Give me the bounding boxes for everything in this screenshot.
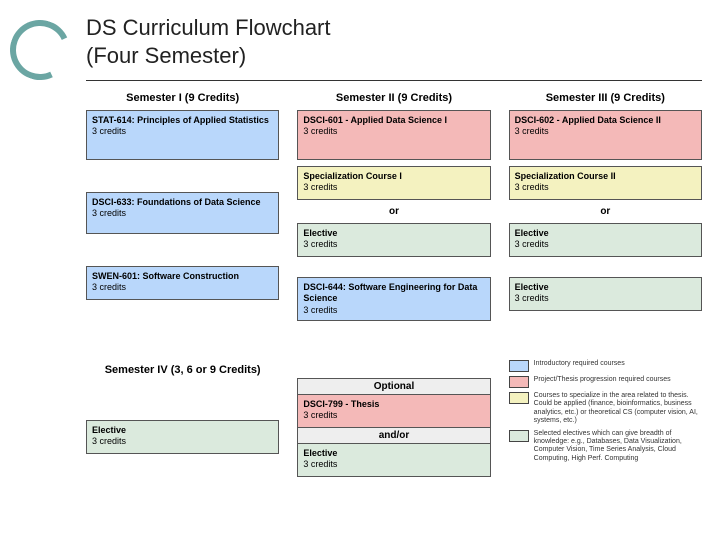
course-title: Elective	[92, 425, 273, 436]
legend-text: Project/Thesis progression required cour…	[534, 376, 702, 384]
sem4-left: Semester IV (3, 6 or 9 Credits) Elective…	[86, 360, 279, 454]
course-credits: 3 credits	[303, 305, 484, 316]
course-box: DSCI-644: Software Engineering for Data …	[297, 277, 490, 321]
page-title: DS Curriculum Flowchart (Four Semester)	[86, 14, 331, 69]
course-box: DSCI-601 - Applied Data Science I 3 cred…	[297, 110, 490, 160]
legend-text: Introductory required courses	[534, 360, 702, 368]
course-credits: 3 credits	[303, 239, 484, 250]
sem3-column: DSCI-602 - Applied Data Science II 3 cre…	[509, 110, 702, 321]
course-credits: 3 credits	[92, 436, 273, 447]
course-box: Elective 3 credits	[297, 223, 490, 257]
course-title: SWEN-601: Software Construction	[92, 271, 273, 282]
sem4-header: Semester IV (3, 6 or 9 Credits)	[86, 360, 279, 382]
sem3-header: Semester III (9 Credits)	[509, 88, 702, 110]
sem4-center: Optional DSCI-799 - Thesis 3 credits and…	[297, 360, 490, 477]
course-title: Elective	[303, 448, 484, 459]
sem1-column: STAT-614: Principles of Applied Statisti…	[86, 110, 279, 321]
course-title: Elective	[515, 282, 696, 293]
course-title: Elective	[515, 228, 696, 239]
legend-text: Courses to specialize in the area relate…	[534, 392, 702, 426]
semester-grid: Semester I (9 Credits) Semester II (9 Cr…	[86, 88, 702, 321]
sem4-row: Semester IV (3, 6 or 9 Credits) Elective…	[86, 360, 702, 477]
accent-arc-icon	[2, 12, 79, 89]
course-title: DSCI-602 - Applied Data Science II	[515, 115, 696, 126]
course-box: Specialization Course II 3 credits	[509, 166, 702, 200]
course-credits: 3 credits	[303, 410, 484, 421]
legend-swatch	[509, 376, 529, 388]
optional-header: Optional	[297, 378, 490, 394]
course-box: Specialization Course I 3 credits	[297, 166, 490, 200]
course-title: DSCI-633: Foundations of Data Science	[92, 197, 273, 208]
course-credits: 3 credits	[303, 126, 484, 137]
course-box: SWEN-601: Software Construction 3 credit…	[86, 266, 279, 300]
legend-row: Project/Thesis progression required cour…	[509, 376, 702, 388]
course-title: DSCI-799 - Thesis	[303, 399, 484, 410]
course-box: Elective 3 credits	[509, 277, 702, 311]
course-title: Elective	[303, 228, 484, 239]
course-title: Specialization Course I	[303, 171, 484, 182]
course-credits: 3 credits	[515, 239, 696, 250]
course-box: DSCI-633: Foundations of Data Science 3 …	[86, 192, 279, 234]
course-credits: 3 credits	[303, 182, 484, 193]
andor-label: and/or	[297, 428, 490, 443]
course-box: Elective 3 credits	[509, 223, 702, 257]
course-title: Specialization Course II	[515, 171, 696, 182]
course-credits: 3 credits	[92, 208, 273, 219]
course-box: STAT-614: Principles of Applied Statisti…	[86, 110, 279, 160]
course-box: DSCI-602 - Applied Data Science II 3 cre…	[509, 110, 702, 160]
course-box: Elective 3 credits	[297, 443, 490, 477]
legend-text: Selected electives which can give breadt…	[534, 430, 702, 464]
course-box: DSCI-799 - Thesis 3 credits	[297, 394, 490, 428]
legend-swatch	[509, 360, 529, 372]
sem2-header: Semester II (9 Credits)	[297, 88, 490, 110]
legend-row: Courses to specialize in the area relate…	[509, 392, 702, 426]
legend-row: Selected electives which can give breadt…	[509, 430, 702, 464]
legend: Introductory required courses Project/Th…	[509, 360, 702, 463]
legend-swatch	[509, 392, 529, 404]
course-credits: 3 credits	[92, 282, 273, 293]
course-title: DSCI-601 - Applied Data Science I	[303, 115, 484, 126]
course-credits: 3 credits	[303, 459, 484, 470]
or-label: or	[509, 206, 702, 217]
course-title: STAT-614: Principles of Applied Statisti…	[92, 115, 273, 126]
course-credits: 3 credits	[515, 293, 696, 304]
legend-swatch	[509, 430, 529, 442]
title-underline	[86, 80, 702, 81]
title-line-2: (Four Semester)	[86, 43, 246, 68]
sem1-header: Semester I (9 Credits)	[86, 88, 279, 110]
legend-row: Introductory required courses	[509, 360, 702, 372]
sem2-column: DSCI-601 - Applied Data Science I 3 cred…	[297, 110, 490, 321]
course-credits: 3 credits	[515, 126, 696, 137]
course-credits: 3 credits	[92, 126, 273, 137]
course-credits: 3 credits	[515, 182, 696, 193]
course-title: DSCI-644: Software Engineering for Data …	[303, 282, 484, 305]
title-line-1: DS Curriculum Flowchart	[86, 15, 331, 40]
or-label: or	[297, 206, 490, 217]
course-box: Elective 3 credits	[86, 420, 279, 454]
